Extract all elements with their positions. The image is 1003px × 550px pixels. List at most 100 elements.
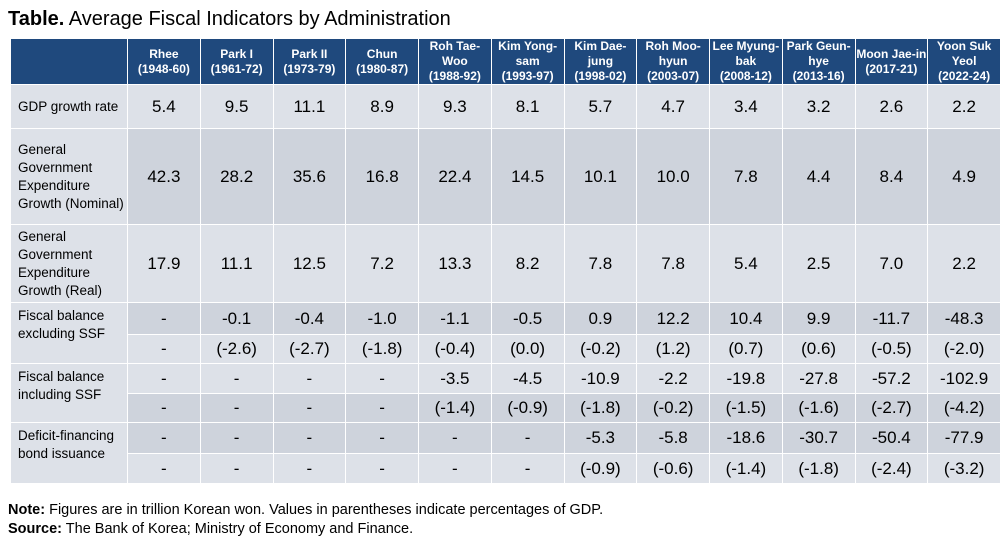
table-cell-gdp-share: - — [199, 453, 274, 484]
table-cell-gdp-share: (-0.9) — [563, 453, 638, 484]
row-label: GDP growth rate — [10, 84, 128, 129]
table-cell: 4.4 — [781, 128, 856, 225]
table-cell-gdp-share: (-2.7) — [854, 393, 929, 423]
table-cell: - — [199, 363, 274, 394]
table-cell-gdp-share: (-1.5) — [709, 393, 783, 423]
table-cell: 10.4 — [709, 302, 783, 335]
table-title-text: Average Fiscal Indicators by Administrat… — [68, 8, 451, 30]
table-cell: -0.4 — [272, 302, 347, 335]
table-cell: 42.3 — [127, 128, 201, 225]
table-cell: 4.9 — [927, 128, 1001, 225]
table-cell: 13.3 — [418, 224, 492, 303]
table-cell: 12.5 — [272, 224, 347, 303]
table-cell: -5.3 — [563, 422, 638, 454]
source-line: Source: The Bank of Korea; Ministry of E… — [8, 521, 414, 537]
table-cell-gdp-share: (-0.6) — [636, 453, 710, 484]
column-header: Kim Yong-sam (1993-97) — [490, 38, 565, 85]
table-cell: -5.8 — [636, 422, 710, 454]
table-cell: -10.9 — [563, 363, 638, 394]
table-row-gdp-share: - - - - - - (-0.9) (-0.6) (-1.4) (-1.8) (-2.4) (-3.… — [11, 453, 1001, 484]
fiscal-indicators-table: Rhee (1948-60) Park I (1961-72) Park II (19… — [10, 38, 1001, 484]
table-cell: 3.4 — [709, 84, 783, 129]
table-cell-gdp-share: (-2.6) — [199, 334, 274, 364]
table-cell-gdp-share: - — [345, 393, 419, 423]
table-cell: 5.4 — [127, 84, 201, 129]
table-cell: 3.2 — [781, 84, 856, 129]
column-header: Park I (1961-72) — [199, 38, 274, 85]
table-cell: 9.3 — [418, 84, 492, 129]
table-cell: - — [272, 422, 347, 454]
table-cell-gdp-share: (-2.0) — [927, 334, 1001, 364]
table-cell: 16.8 — [345, 128, 419, 225]
table-cell: -19.8 — [709, 363, 783, 394]
table-cell: -4.5 — [490, 363, 565, 394]
table-cell: 8.4 — [854, 128, 929, 225]
table-cell: -1.0 — [345, 302, 419, 335]
table-cell: 28.2 — [199, 128, 274, 225]
column-header: Park II (1973-79) — [272, 38, 347, 85]
table-cell-gdp-share: (-4.2) — [927, 393, 1001, 423]
table-cell-gdp-share: - — [272, 393, 347, 423]
table-cell: 2.6 — [854, 84, 929, 129]
table-cell: -57.2 — [854, 363, 929, 394]
table-cell: 22.4 — [418, 128, 492, 225]
note-line: Note: Figures are in trillion Korean won… — [8, 502, 604, 518]
table-cell: - — [418, 422, 492, 454]
column-header: Kim Dae-jung (1998-02) — [563, 38, 638, 85]
table-cell-gdp-share: (-1.4) — [418, 393, 492, 423]
row-label: General Government Expenditure Growth (R… — [10, 224, 128, 303]
column-header: Yoon Suk Yeol (2022-24) — [927, 38, 1001, 85]
table-cell: - — [490, 422, 565, 454]
table-row: General Government Expenditure Growth (R… — [10, 224, 1001, 303]
table-cell: 4.7 — [636, 84, 710, 129]
table-cell-gdp-share: (-1.8) — [563, 393, 638, 423]
table-cell: -48.3 — [927, 302, 1001, 335]
table-cell-gdp-share: (0.6) — [781, 334, 856, 364]
table-cell-gdp-share: (-1.4) — [709, 453, 783, 484]
table-cell: -27.8 — [781, 363, 856, 394]
table-cell-gdp-share: - — [345, 453, 419, 484]
table-cell: 0.9 — [563, 302, 638, 335]
table-cell: 9.9 — [781, 302, 856, 335]
row-label: Fiscal balance including SSF — [10, 363, 128, 423]
table-cell: 11.1 — [199, 224, 274, 303]
row-label: General Government Expenditure Growth (N… — [10, 128, 128, 225]
row-label: Deficit-financing bond issuance — [10, 422, 128, 484]
table-title: Table. Average Fiscal Indicators by Admi… — [8, 7, 451, 31]
table-cell: 8.9 — [345, 84, 419, 129]
table-cell: 14.5 — [490, 128, 565, 225]
table-notes: Note: Figures are in trillion Korean won… — [8, 501, 603, 539]
table-cell: 17.9 — [127, 224, 201, 303]
table-cell: - — [345, 363, 419, 394]
table-row-gdp-share: - (-2.6) (-2.7) (-1.8) (-0.4) (0.0) (-0.2) (1.2… — [11, 334, 1001, 364]
table-row: Deficit-financing bond issuance - - - - - - -5.… — [10, 422, 1001, 484]
table-cell-gdp-share: (0.0) — [490, 334, 565, 364]
table-cell: -30.7 — [781, 422, 856, 454]
table-cell: 12.2 — [636, 302, 710, 335]
table-cell: 7.0 — [854, 224, 929, 303]
column-header: Moon Jae-in (2017-21) — [854, 38, 929, 85]
table-cell: 7.8 — [636, 224, 710, 303]
table-cell: -3.5 — [418, 363, 492, 394]
table-cell-gdp-share: - — [418, 453, 492, 484]
table-cell-gdp-share: (-0.2) — [563, 334, 638, 364]
column-header: Roh Tae-Woo (1988-92) — [418, 38, 492, 85]
column-header: Park Geun-hye (2013-16) — [781, 38, 856, 85]
table-cell: -50.4 — [854, 422, 929, 454]
header-row: Rhee (1948-60) Park I (1961-72) Park II (19… — [10, 38, 1001, 85]
table-cell-gdp-share: - — [199, 393, 274, 423]
table-cell-gdp-share: (0.7) — [709, 334, 783, 364]
table-cell: - — [272, 363, 347, 394]
column-header: Roh Moo-hyun (2003-07) — [636, 38, 710, 85]
table-cell: -0.1 — [199, 302, 274, 335]
table-cell: -18.6 — [709, 422, 783, 454]
row-label: Fiscal balance excluding SSF — [10, 302, 128, 364]
table-cell: - — [127, 363, 201, 394]
table-cell: 5.7 — [563, 84, 638, 129]
header-corner — [10, 38, 128, 85]
table-cell-gdp-share: - — [272, 453, 347, 484]
table-cell: - — [199, 422, 274, 454]
table-cell: - — [127, 302, 201, 335]
table-cell: -77.9 — [927, 422, 1001, 454]
table-cell-gdp-share: - — [127, 453, 201, 484]
